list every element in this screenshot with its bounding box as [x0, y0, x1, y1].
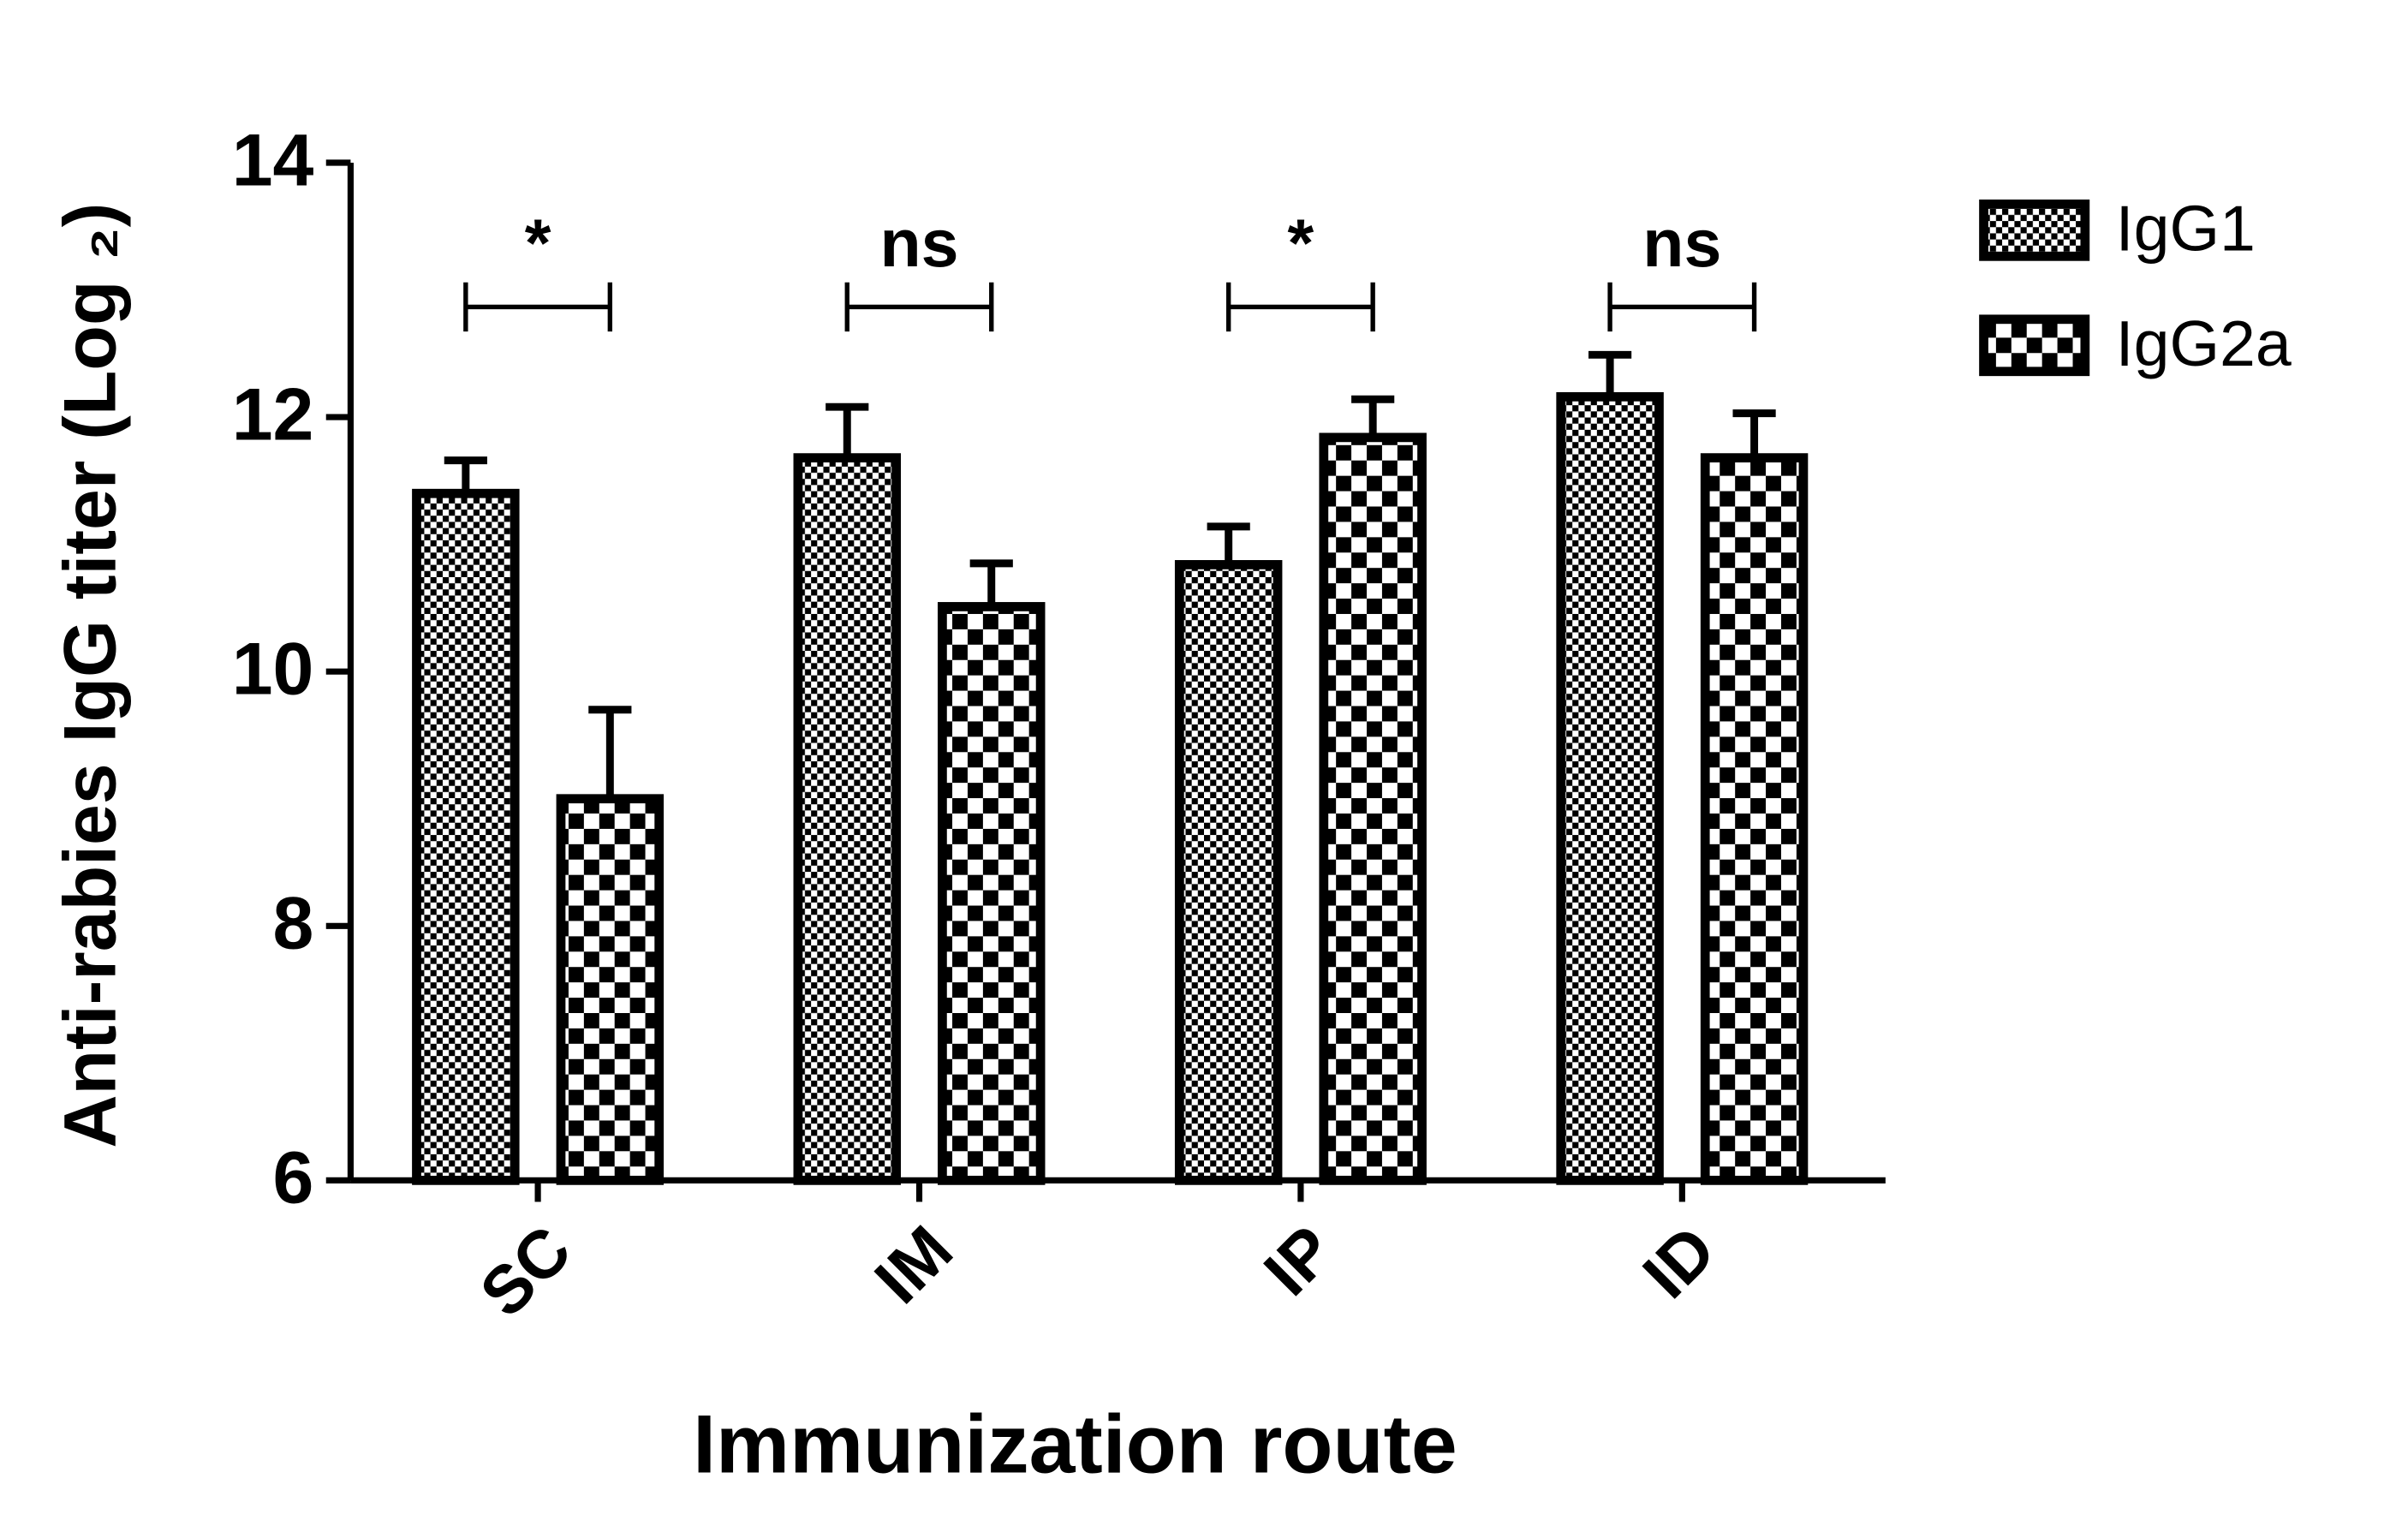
y-tick-label: 6	[273, 1137, 314, 1219]
bar	[1174, 560, 1283, 1185]
significance-label: ns	[879, 206, 958, 281]
x-tick-label: IM	[861, 1212, 967, 1318]
significance-label: *	[1288, 206, 1314, 281]
x-axis-title: Immunization route	[693, 1397, 1457, 1490]
y-axis-title: Anti-rabies IgG titer (Log ₂)	[50, 203, 132, 1148]
y-tick-label: 10	[232, 628, 314, 710]
significance-label: *	[525, 206, 551, 281]
x-tick-label: IP	[1249, 1212, 1348, 1310]
y-tick-label: 14	[232, 119, 314, 201]
legend-swatch	[1979, 200, 2090, 261]
bar	[938, 602, 1046, 1185]
legend-label: IgG1	[2116, 192, 2256, 264]
bar	[556, 794, 665, 1185]
legend-swatch	[1979, 314, 2090, 377]
x-tick-label: SC	[466, 1212, 586, 1332]
bar	[412, 488, 520, 1185]
significance-label: ns	[1642, 206, 1721, 281]
x-tick-label: ID	[1629, 1212, 1730, 1313]
bar	[793, 453, 901, 1185]
bar	[1700, 453, 1809, 1185]
legend-label: IgG2a	[2116, 307, 2292, 379]
y-tick-label: 12	[232, 373, 314, 456]
y-tick-label: 8	[273, 883, 314, 965]
bar	[1319, 432, 1427, 1185]
bar	[1556, 391, 1664, 1185]
